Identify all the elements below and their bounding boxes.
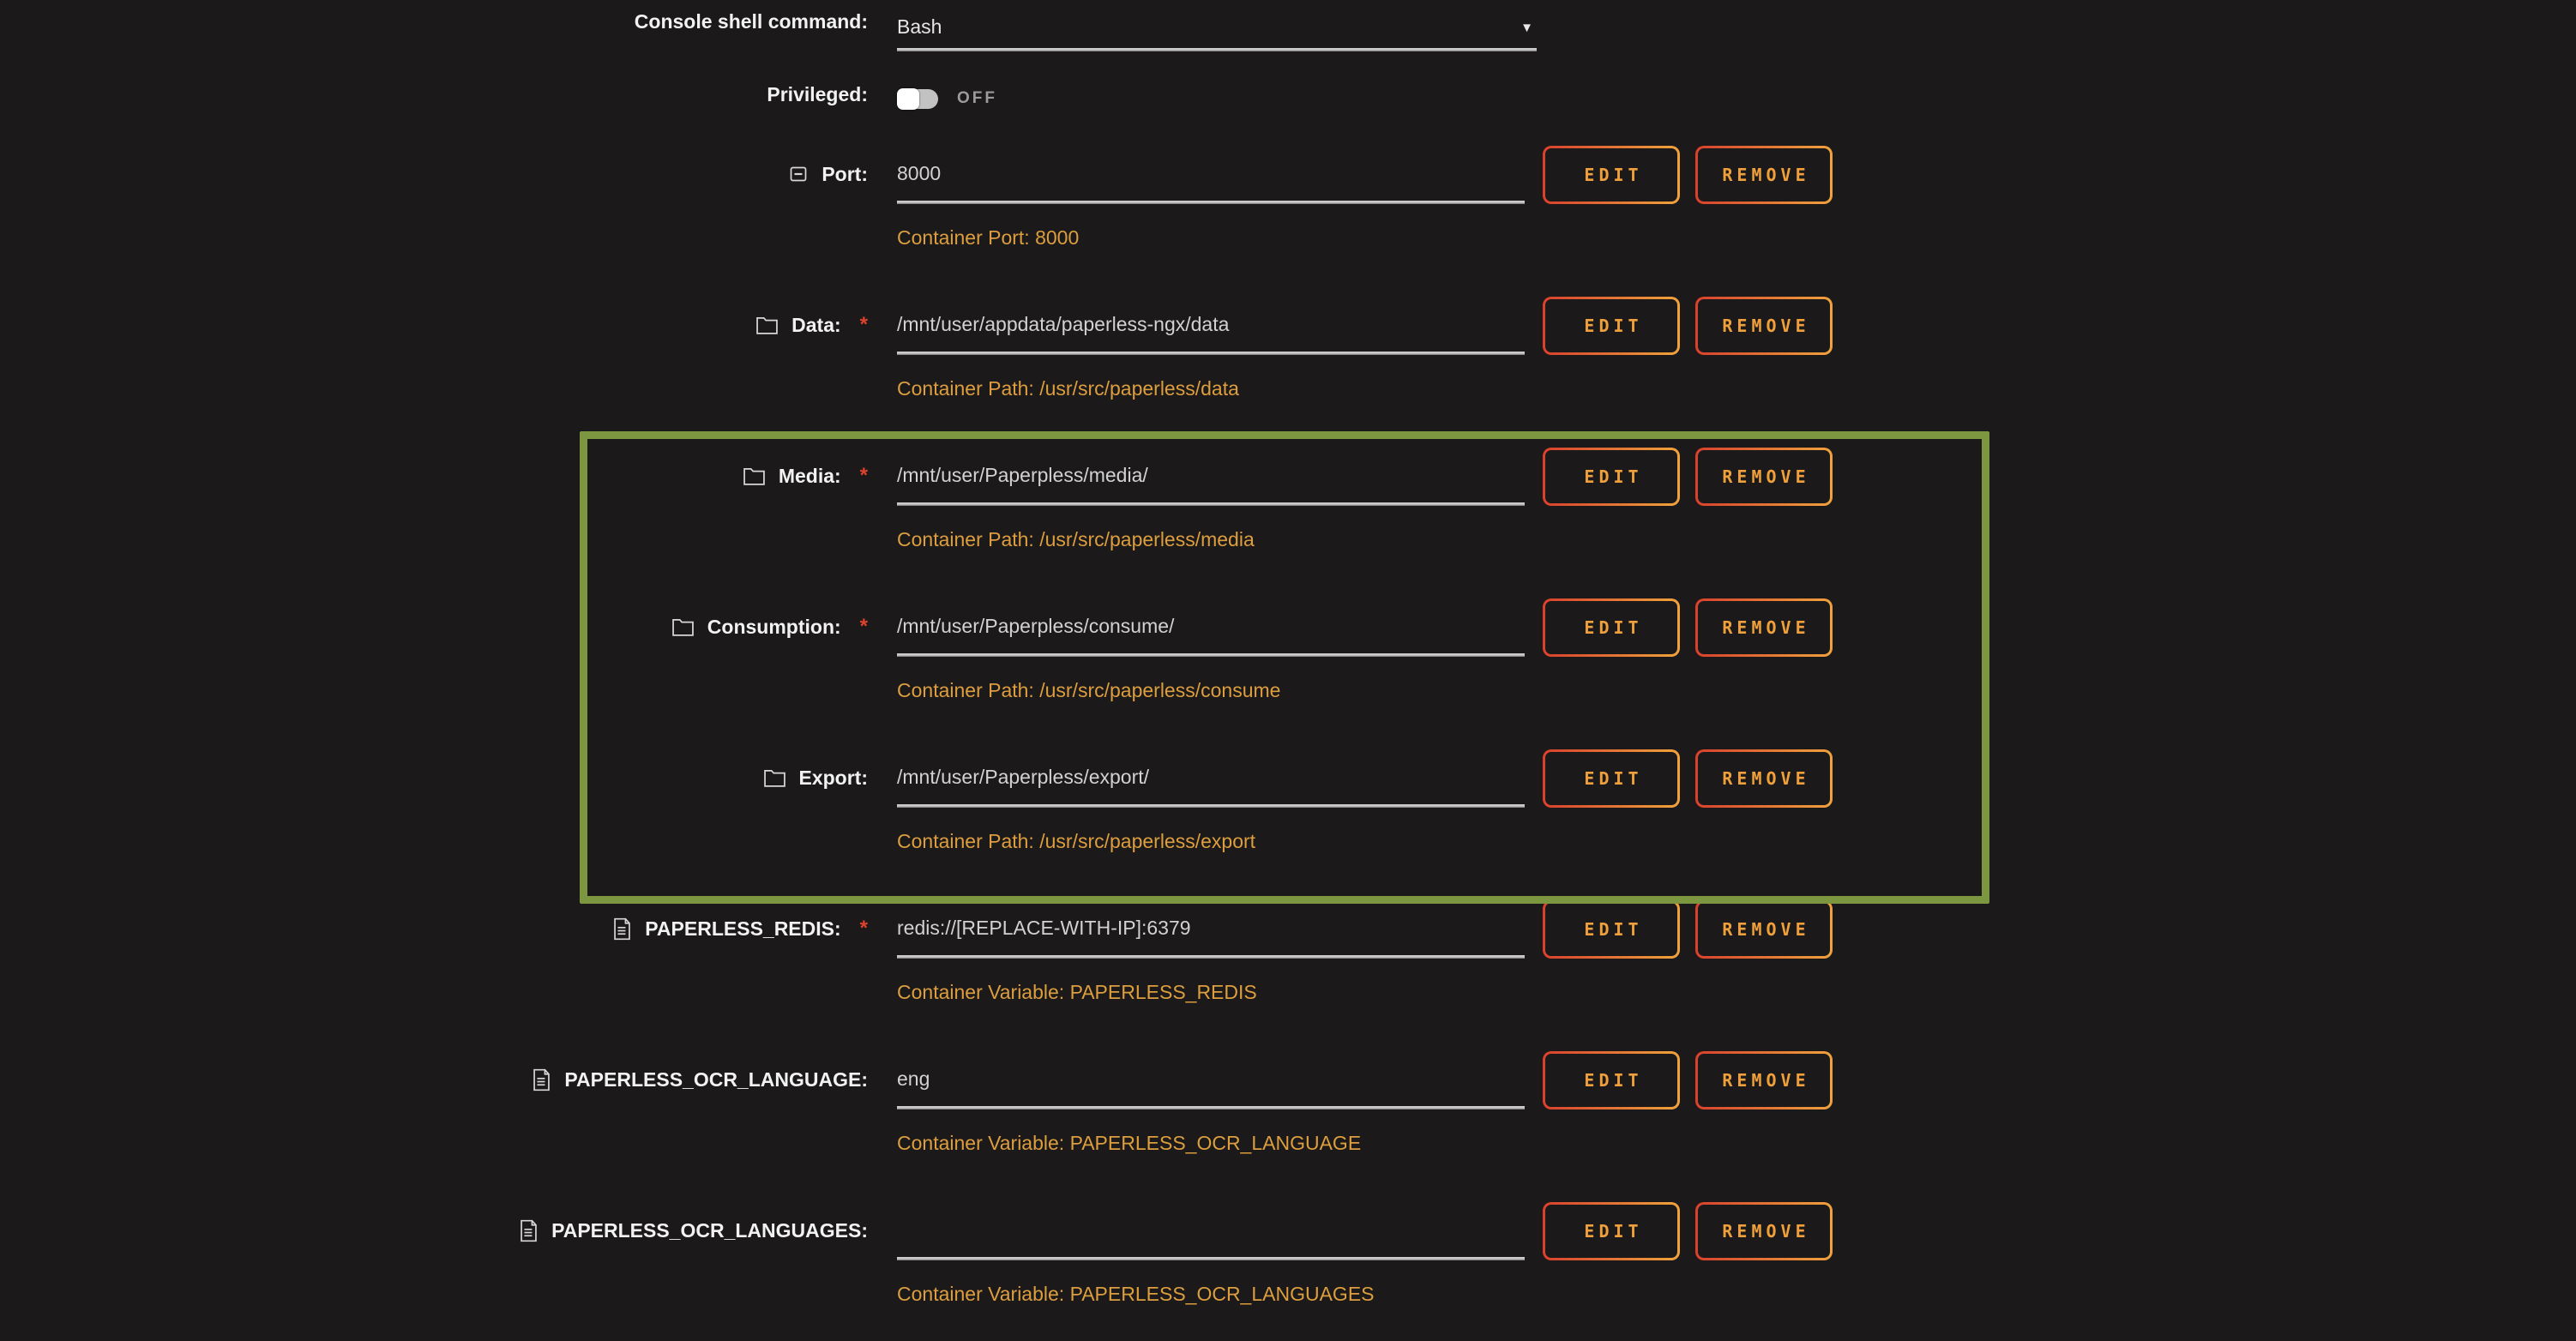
container-mapping-hint: Container Variable: PAPERLESS_OCR_LANGUA…	[897, 1132, 1362, 1154]
field-label-text: Data:	[791, 313, 841, 336]
required-asterisk: *	[859, 615, 868, 638]
remove-button[interactable]: REMOVE	[1695, 297, 1833, 355]
value-input[interactable]	[897, 448, 1525, 502]
config-row-media: Media: * EDIT REMOVE Container Path: /us…	[0, 448, 2576, 598]
container-mapping-hint: Container Path: /usr/src/paperless/data	[897, 377, 1239, 400]
folder-icon	[671, 616, 695, 637]
folder-icon	[743, 466, 766, 486]
edit-button[interactable]: EDIT	[1543, 448, 1680, 506]
input-underline	[897, 1106, 1525, 1109]
required-asterisk: *	[859, 464, 868, 487]
config-row-paperless-ocr-languages: PAPERLESS_OCR_LANGUAGES: * EDIT REMOVE C…	[0, 1202, 2576, 1341]
select-underline	[897, 48, 1537, 51]
container-mapping-hint: Container Path: /usr/src/paperless/expor…	[897, 830, 1256, 852]
toggle-knob	[897, 87, 919, 110]
file-icon	[532, 1068, 551, 1091]
toggle-state-label: OFF	[957, 89, 997, 107]
field-label-text: PAPERLESS_OCR_LANGUAGES:	[551, 1218, 868, 1242]
config-row-data: Data: * EDIT REMOVE Container Path: /usr…	[0, 297, 2576, 448]
edit-button[interactable]: EDIT	[1543, 297, 1680, 355]
config-row-paperless-ocr-language: PAPERLESS_OCR_LANGUAGE: * EDIT REMOVE Co…	[0, 1051, 2576, 1202]
field-label-text: Console shell command:	[634, 10, 868, 33]
privileged-toggle[interactable]	[897, 87, 938, 110]
required-asterisk: *	[859, 313, 868, 336]
container-mapping-hint: Container Path: /usr/src/paperless/consu…	[897, 679, 1281, 701]
container-mapping-hint: Container Variable: PAPERLESS_OCR_LANGUA…	[897, 1283, 1375, 1305]
input-underline	[897, 352, 1525, 355]
value-input[interactable]	[897, 598, 1525, 653]
required-asterisk: *	[859, 917, 868, 940]
field-label-text: Privileged:	[767, 82, 868, 105]
input-underline	[897, 502, 1525, 506]
select-value: Bash	[897, 15, 942, 38]
config-row-paperless-redis: PAPERLESS_REDIS: * EDIT REMOVE Container…	[0, 900, 2576, 1051]
edit-button[interactable]: EDIT	[1543, 146, 1680, 204]
remove-button[interactable]: REMOVE	[1695, 749, 1833, 808]
privileged-label: Privileged:	[0, 75, 868, 113]
console-shell-command-row: Console shell command: Bash ▼	[0, 0, 2576, 53]
chevron-down-icon: ▼	[1520, 21, 1533, 35]
value-input[interactable]	[897, 749, 1525, 804]
edit-button[interactable]: EDIT	[1543, 900, 1680, 959]
config-row-export: Export: * EDIT REMOVE Container Path: /u…	[0, 749, 2576, 900]
container-mapping-hint: Container Port: 8000	[897, 226, 1080, 249]
input-underline	[897, 804, 1525, 808]
input-underline	[897, 1257, 1525, 1260]
console-shell-command-select[interactable]: Bash ▼	[897, 10, 1537, 53]
remove-button[interactable]: REMOVE	[1695, 598, 1833, 657]
port-icon	[788, 163, 809, 185]
input-underline	[897, 955, 1525, 959]
privileged-row: Privileged: OFF	[0, 75, 2576, 113]
value-input[interactable]	[897, 146, 1525, 201]
value-input[interactable]	[897, 297, 1525, 352]
value-input[interactable]	[897, 900, 1525, 955]
value-input[interactable]	[897, 1202, 1525, 1257]
remove-button[interactable]: REMOVE	[1695, 448, 1833, 506]
edit-button[interactable]: EDIT	[1543, 598, 1680, 657]
field-label-text: Port:	[822, 162, 868, 185]
field-label-text: Export:	[798, 766, 869, 789]
remove-button[interactable]: REMOVE	[1695, 146, 1833, 204]
remove-button[interactable]: REMOVE	[1695, 1051, 1833, 1109]
field-label-text: PAPERLESS_OCR_LANGUAGE:	[564, 1067, 868, 1091]
file-icon	[612, 917, 632, 941]
file-icon	[519, 1219, 539, 1242]
edit-button[interactable]: EDIT	[1543, 749, 1680, 808]
config-row-consumption: Consumption: * EDIT REMOVE Container Pat…	[0, 598, 2576, 749]
remove-button[interactable]: REMOVE	[1695, 1202, 1833, 1260]
field-label-text: PAPERLESS_REDIS:	[645, 917, 841, 940]
config-row-port: Port: * EDIT REMOVE Container Port: 8000	[0, 146, 2576, 297]
value-input[interactable]	[897, 1051, 1525, 1106]
console-shell-command-label: Console shell command:	[0, 10, 868, 33]
folder-icon	[763, 767, 786, 788]
field-label-text: Media:	[778, 464, 841, 487]
container-mapping-hint: Container Path: /usr/src/paperless/media	[897, 528, 1255, 550]
input-underline	[897, 201, 1525, 204]
edit-button[interactable]: EDIT	[1543, 1051, 1680, 1109]
folder-icon	[755, 315, 779, 335]
field-label-text: Consumption:	[707, 615, 841, 638]
config-rows: Port: * EDIT REMOVE Container Port: 8000…	[0, 146, 2576, 1341]
input-underline	[897, 653, 1525, 657]
container-mapping-hint: Container Variable: PAPERLESS_REDIS	[897, 981, 1257, 1003]
edit-button[interactable]: EDIT	[1543, 1202, 1680, 1260]
remove-button[interactable]: REMOVE	[1695, 900, 1833, 959]
